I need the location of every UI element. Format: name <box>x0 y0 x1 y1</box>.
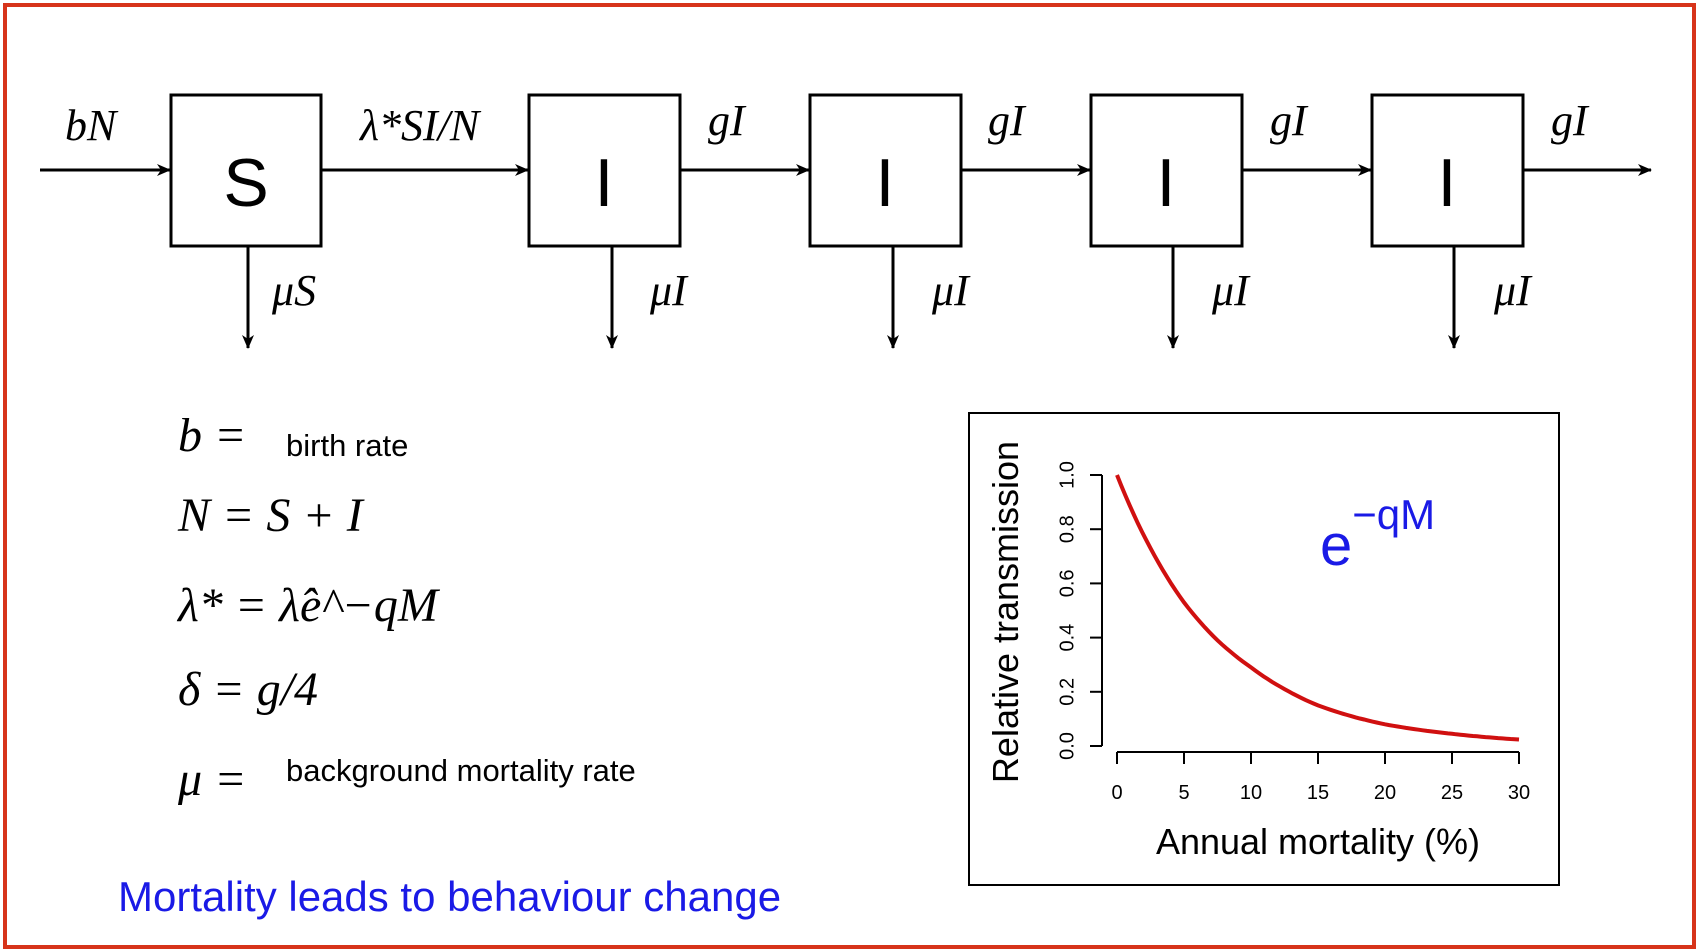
chart-y-tick-label: 0.8 <box>1056 515 1078 543</box>
progression-label-4: gI <box>1551 96 1590 145</box>
chart-x-tick-label: 5 <box>1178 782 1189 804</box>
definition-text-mu: background mortality rate <box>286 753 636 788</box>
chart-y-tick-label: 1.0 <box>1056 461 1078 489</box>
mortality-label-i1: μI <box>649 266 689 315</box>
chart-border <box>968 412 1560 886</box>
chart-y-axis-title: Relative transmission <box>985 441 1026 783</box>
progression-label-2: gI <box>988 96 1027 145</box>
chart-series-line <box>1115 474 1520 742</box>
chart-x-tick-label: 30 <box>1508 782 1530 804</box>
compartment-box-i1 <box>527 93 682 248</box>
chart-y-tick-label: 0.0 <box>1056 732 1078 760</box>
progression-label-3: gI <box>1270 96 1309 145</box>
mortality-label-s: μS <box>271 266 316 315</box>
chart-x-tick-label: 0 <box>1111 782 1122 804</box>
progression-label-1: gI <box>708 96 747 145</box>
compartment-label-i4: I <box>1438 145 1457 221</box>
compartment-label-i2: I <box>876 145 895 221</box>
definition-text-b: birth rate <box>286 428 409 463</box>
infection-label: λ*SI/N <box>358 101 482 150</box>
definition-equation-lambda: λ* = λ̂e^−qM <box>178 579 438 632</box>
chart-x-axis-title: Annual mortality (%) <box>1156 821 1480 862</box>
compartment-box-i4 <box>1370 93 1525 248</box>
chart-x-tick-label: 25 <box>1441 782 1463 804</box>
definition-equation-delta: δ = g/4 <box>178 663 319 716</box>
chart-y-tick-label: 0.2 <box>1056 678 1078 706</box>
compartment-box-i3 <box>1089 93 1244 248</box>
compartment-box-s <box>169 93 323 248</box>
compartment-diagram: S I I I I bN λ*SI/N gI gI gI gI μS μI μI… <box>40 93 1652 349</box>
mortality-label-i3: μI <box>1211 266 1251 315</box>
definition-equation-n: N = S + I <box>178 489 363 542</box>
mortality-label-i2: μI <box>931 266 971 315</box>
compartment-label-s: S <box>223 145 268 221</box>
chart-y-tick-label: 0.6 <box>1056 569 1078 597</box>
compartment-box-i2 <box>808 93 963 248</box>
mortality-label-i4: μI <box>1493 266 1533 315</box>
chart-x-tick-label: 20 <box>1374 782 1396 804</box>
compartment-label-i3: I <box>1157 145 1176 221</box>
chart-x-tick-label: 10 <box>1240 782 1262 804</box>
compartment-label-i1: I <box>595 145 614 221</box>
slide-caption: Mortality leads to behaviour change <box>118 873 782 920</box>
chart-y-tick-label: 0.4 <box>1056 624 1078 652</box>
chart-x-tick-label: 15 <box>1307 782 1329 804</box>
definition-symbol-mu: μ = <box>178 753 247 806</box>
chart-annotation-formula: e−qM <box>1320 491 1435 578</box>
definition-symbol-b: b = <box>178 409 247 462</box>
inflow-label: bN <box>65 101 119 150</box>
